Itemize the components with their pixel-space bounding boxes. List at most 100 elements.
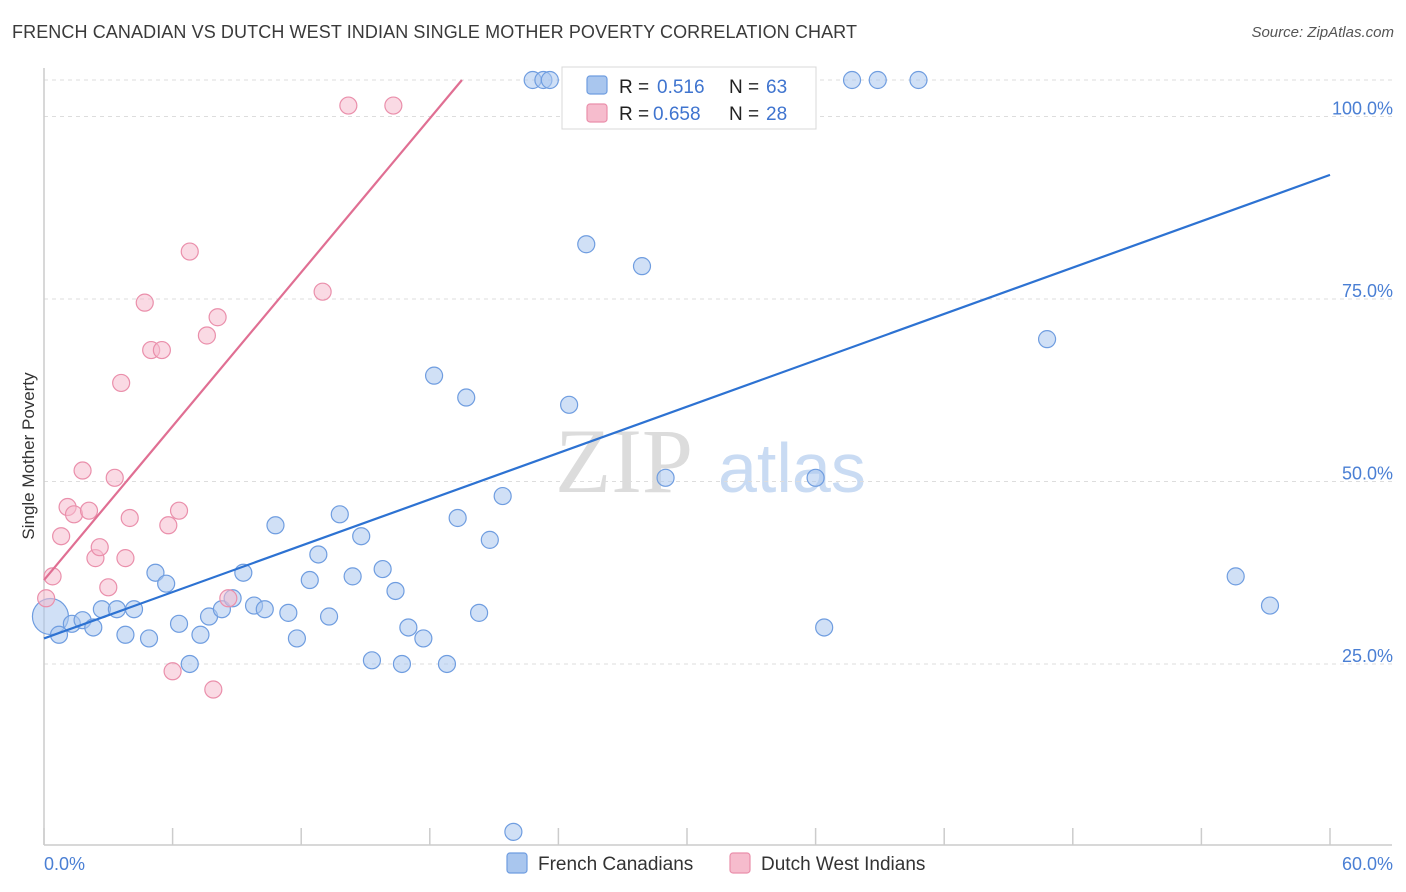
legend-n-label-1: N = [729, 77, 759, 98]
trend-lines [43, 79, 1331, 640]
point-french-canadian [373, 559, 392, 579]
point-dutch-west-indian [112, 373, 131, 393]
point-dutch-west-indian [99, 578, 118, 597]
point-french-canadian [319, 607, 339, 626]
point-dutch-west-indian [120, 508, 139, 528]
point-french-canadian [180, 654, 199, 674]
point-french-canadian [448, 508, 467, 528]
point-french-canadian [656, 468, 675, 487]
point-french-canadian [504, 822, 523, 841]
point-french-canadian [255, 600, 274, 619]
legend-n-label-2: N = [729, 104, 759, 125]
point-dutch-west-indian [37, 589, 56, 608]
y-tick-label: 100.0% [1332, 98, 1393, 118]
point-french-canadian [169, 614, 189, 633]
point-dutch-west-indian [339, 96, 358, 115]
trend-line-french-canadians [43, 173, 1331, 640]
bottom-legend-swatch-blue [506, 852, 528, 874]
watermark-atlas: atlas [718, 429, 866, 507]
point-french-canadian [560, 395, 579, 414]
bottom-legend-label-dutch-west-indians: Dutch West Indians [761, 854, 925, 875]
legend-n-value-2: 28 [766, 104, 787, 125]
point-french-canadian [842, 70, 862, 90]
point-french-canadian [352, 527, 371, 546]
point-french-canadian [362, 651, 382, 670]
point-dutch-west-indian [208, 308, 227, 327]
watermark-zip: ZIP [555, 410, 693, 512]
x-ticks [43, 828, 1331, 845]
point-french-canadian [424, 366, 444, 385]
x-tick-label-left: 0.0% [44, 854, 85, 874]
legend-r-value-1: 0.516 [657, 77, 705, 98]
bottom-legend-swatch-pink [729, 852, 751, 874]
point-french-canadian [309, 545, 328, 564]
point-french-canadian [343, 567, 362, 586]
source-label: Source: ZipAtlas.com [1251, 24, 1394, 41]
bottom-legend-label-french-canadians: French Canadians [538, 854, 693, 875]
point-dutch-west-indian [169, 501, 189, 520]
x-tick-label-right: 60.0% [1342, 854, 1393, 874]
point-dutch-west-indian [313, 282, 332, 301]
legend-swatch-blue [586, 75, 608, 95]
point-dutch-west-indian [64, 505, 84, 524]
point-french-canadian [157, 574, 176, 593]
point-dutch-west-indian [163, 662, 182, 681]
point-dutch-west-indian [152, 340, 171, 360]
point-dutch-west-indian [105, 468, 124, 487]
point-french-canadian [1226, 567, 1245, 586]
series-dutch-west-indians [37, 96, 403, 699]
point-dutch-west-indian [219, 589, 238, 608]
point-french-canadian [457, 388, 476, 407]
point-french-canadian [287, 629, 307, 648]
point-dutch-west-indian [159, 516, 178, 535]
y-tick-label: 50.0% [1342, 463, 1393, 483]
point-french-canadian [116, 625, 135, 644]
legend-r-value-2: 0.658 [653, 104, 701, 125]
point-french-canadian [632, 257, 652, 276]
point-french-canadian [330, 505, 349, 524]
y-axis-label: Single Mother Poverty [19, 372, 38, 540]
legend-box: R = 0.516 N = 63 R = 0.658 N = 28 [561, 66, 817, 130]
point-french-canadian [414, 629, 433, 648]
point-french-canadian [480, 530, 499, 549]
point-french-canadian [266, 516, 285, 535]
point-dutch-west-indian [79, 501, 99, 520]
point-dutch-west-indian [73, 461, 92, 480]
point-french-canadian [399, 618, 418, 637]
point-french-canadian [815, 618, 834, 637]
point-dutch-west-indian [204, 680, 223, 699]
point-french-canadian [146, 563, 165, 582]
point-dutch-west-indian [43, 567, 62, 586]
y-tick-label: 25.0% [1342, 646, 1393, 666]
point-french-canadian [868, 70, 887, 90]
chart-title: FRENCH CANADIAN VS DUTCH WEST INDIAN SIN… [12, 22, 858, 42]
legend-r-label-1: R = [619, 77, 649, 98]
point-dutch-west-indian [384, 96, 403, 115]
bottom-legend: French Canadians Dutch West Indians [506, 852, 925, 875]
legend-r-label-2: R = [619, 104, 649, 125]
point-dutch-west-indian [135, 293, 154, 312]
point-french-canadian [909, 70, 928, 90]
point-french-canadian [392, 654, 412, 674]
y-tick-label: 75.0% [1342, 281, 1393, 301]
point-dutch-west-indian [90, 538, 109, 557]
point-french-canadian [191, 625, 210, 644]
point-french-canadian [279, 603, 298, 622]
point-french-canadian [437, 654, 457, 674]
point-dutch-west-indian [52, 527, 71, 546]
point-french-canadian [386, 581, 405, 601]
point-dutch-west-indian [197, 326, 216, 345]
point-french-canadian [577, 235, 596, 254]
axes [43, 68, 1392, 846]
y-tick-labels: 25.0% 50.0% 75.0% 100.0% [1332, 98, 1393, 665]
legend-n-value-1: 63 [766, 77, 787, 98]
legend-swatch-pink [586, 103, 608, 123]
point-dutch-west-indian [180, 242, 199, 261]
point-dutch-west-indian [116, 549, 135, 568]
point-french-canadian [1037, 330, 1057, 349]
trend-line-dutch-west-indians [43, 79, 463, 581]
point-french-canadian [469, 603, 489, 622]
point-french-canadian [493, 486, 512, 506]
point-french-canadian [1260, 596, 1280, 615]
